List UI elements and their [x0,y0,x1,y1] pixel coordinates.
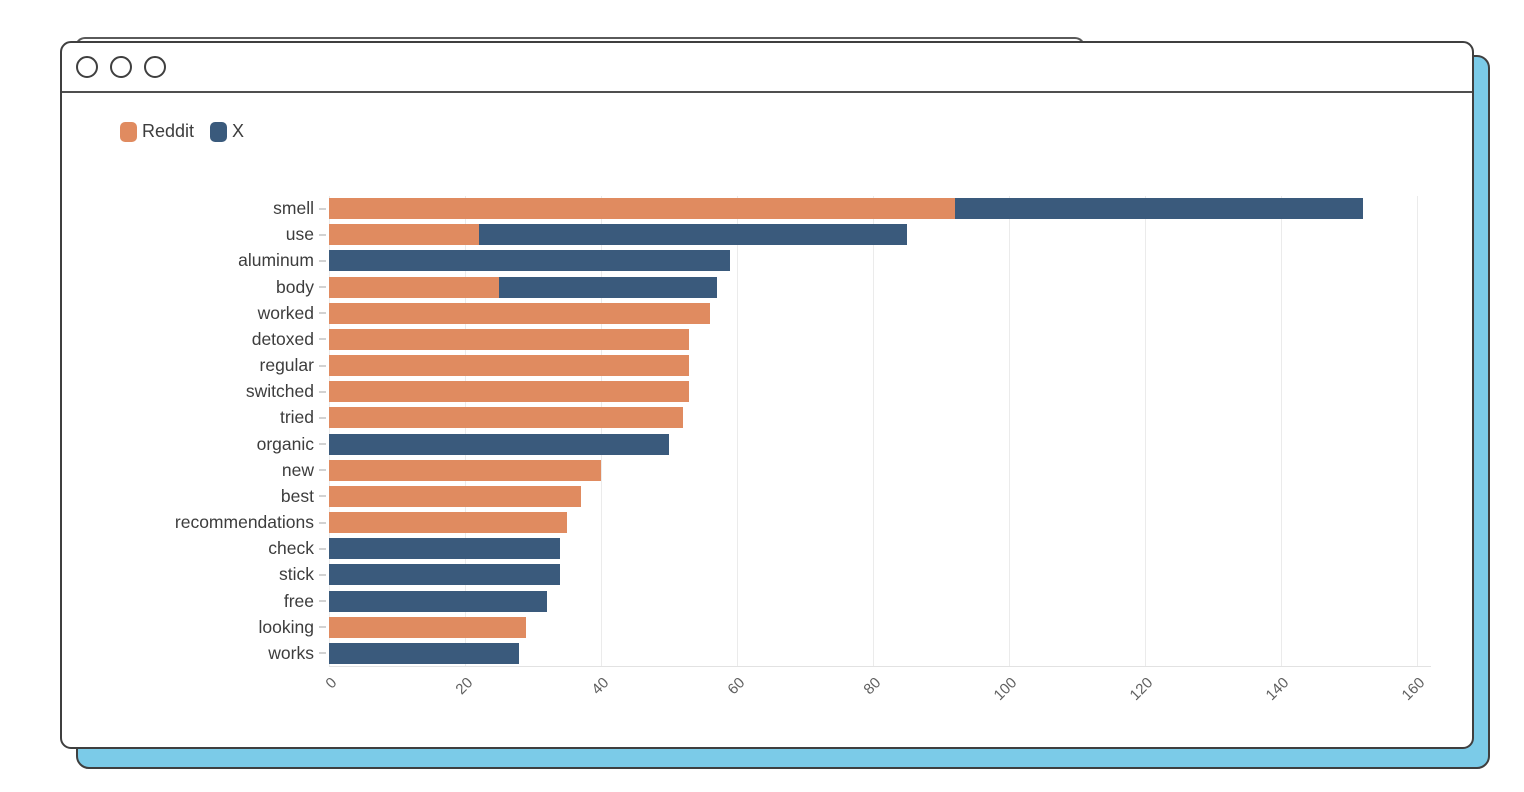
category-label-recommendations: recommendations [174,512,314,533]
y-tick-mark [319,233,326,236]
gridline-x-80 [873,196,874,667]
y-tick-mark [319,626,326,629]
category-label-worked: worked [257,302,314,323]
bar-segment-x-body[interactable] [499,276,717,298]
legend-label: X [232,121,245,141]
category-label-check: check [268,538,314,559]
category-label-detoxed: detoxed [251,328,314,349]
bar-segment-reddit-looking[interactable] [329,616,527,638]
bar-segment-x-smell[interactable] [954,198,1363,219]
category-label-tried: tried [279,407,314,428]
bar-segment-reddit-regular[interactable] [329,355,690,377]
legend-label: Reddit [142,121,195,141]
y-tick-mark [319,312,326,315]
gridline-x-40 [601,196,602,667]
x-tick-label-140: 140 [1262,674,1293,705]
gridline-x-100 [1009,196,1010,667]
bar-segment-x-use[interactable] [478,224,907,246]
category-label-smell: smell [273,198,314,218]
category-label-stick: stick [279,564,314,585]
x-tick-label-100: 100 [990,674,1021,705]
y-tick-mark [319,338,326,341]
category-label-best: best [280,485,314,506]
y-tick-mark [319,390,326,393]
window-control-3-icon[interactable] [144,56,166,78]
bar-segment-reddit-switched[interactable] [329,381,690,403]
bar-segment-reddit-detoxed[interactable] [329,328,690,350]
y-tick-mark [319,547,326,550]
bar-segment-x-free[interactable] [329,590,547,612]
bar-segment-reddit-smell[interactable] [329,198,955,219]
gridline-x-60 [737,196,738,667]
y-tick-mark [319,521,326,524]
window-control-1-icon[interactable] [76,56,98,78]
bar-segment-x-aluminum[interactable] [329,250,731,272]
y-tick-mark [319,364,326,367]
bar-segment-reddit-new[interactable] [329,459,601,481]
chart-legend: Reddit X [120,121,260,142]
category-label-organic: organic [256,433,314,454]
category-label-regular: regular [259,355,314,376]
bar-segment-x-stick[interactable] [329,564,561,586]
legend-swatch-icon [120,121,137,142]
y-tick-mark [319,259,326,262]
x-tick-label-40: 40 [588,674,613,699]
y-tick-mark [319,469,326,472]
gridline-x-120 [1145,196,1146,667]
y-tick-mark [319,600,326,603]
x-axis-line [329,666,1431,667]
category-label-works: works [268,642,314,663]
x-tick-label-0: 0 [322,674,341,693]
gridline-x-20 [465,196,466,667]
y-tick-mark [319,207,326,210]
y-tick-mark [319,652,326,655]
y-tick-mark [319,443,326,446]
bar-chart-plot: smell use aluminum body worked detoxed regular… [175,196,1431,704]
bar-segment-x-works[interactable] [329,642,520,664]
bar-segment-reddit-tried[interactable] [329,407,683,429]
bar-segment-reddit-worked[interactable] [329,302,710,324]
legend-item-reddit[interactable]: Reddit [120,121,194,142]
legend-swatch-icon [210,121,228,142]
category-label-switched: switched [245,381,314,402]
category-label-looking: looking [258,616,314,637]
browser-window: Reddit X smell use aluminum body worked detoxe… [60,41,1474,749]
x-tick-label-60: 60 [724,674,749,699]
x-tick-label-120: 120 [1126,674,1157,705]
bar-segment-reddit-best[interactable] [329,485,581,507]
y-tick-mark [319,286,326,288]
window-control-2-icon[interactable] [110,56,132,78]
bar-segment-reddit-recommendations[interactable] [329,512,567,534]
x-tick-label-80: 80 [860,674,885,699]
gridline-x-0 [329,196,330,667]
chart-area: Reddit X smell use aluminum body worked detoxe… [62,93,1472,748]
x-tick-label-20: 20 [452,674,477,699]
window-titlebar [62,43,1472,93]
gridline-x-160 [1417,196,1418,667]
y-tick-mark [319,573,326,576]
category-label-use: use [285,224,314,245]
x-tick-label-160: 160 [1398,674,1429,705]
bar-segment-x-organic[interactable] [329,433,669,455]
y-tick-mark [319,495,326,498]
y-tick-mark [319,416,326,419]
legend-item-x[interactable]: X [210,121,244,142]
bar-segment-reddit-use[interactable] [329,224,479,246]
gridline-x-140 [1281,196,1282,667]
category-label-body: body [276,276,314,297]
bar-segment-reddit-body[interactable] [329,276,499,298]
bar-segment-x-check[interactable] [329,538,561,560]
category-label-aluminum: aluminum [238,250,314,271]
category-label-new: new [281,459,314,480]
category-label-free: free [283,590,314,611]
